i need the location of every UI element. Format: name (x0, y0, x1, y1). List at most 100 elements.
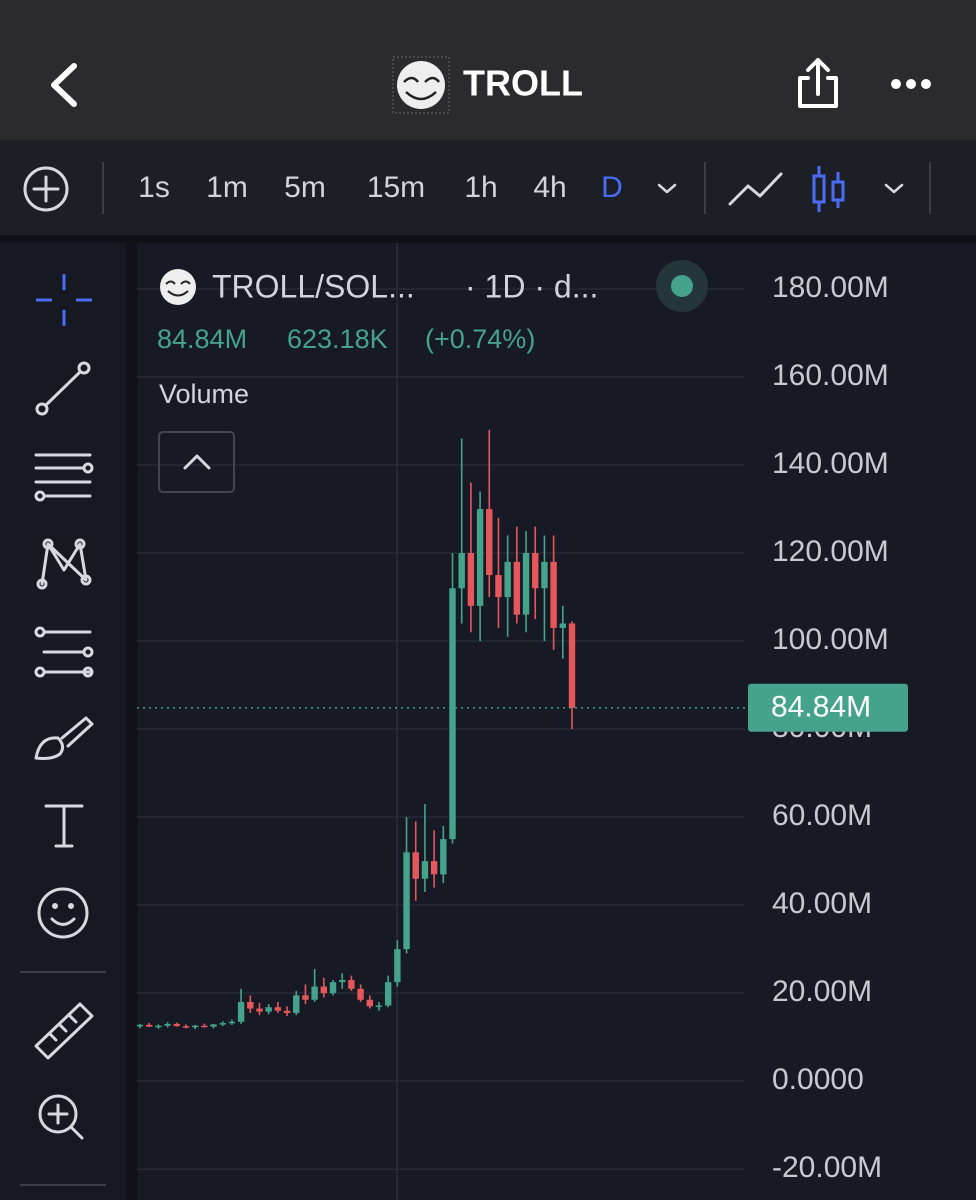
candle-body (256, 1008, 263, 1012)
candle-body (173, 1023, 180, 1027)
candle-body (210, 1024, 217, 1027)
price-axis: -20.00M0.000020.00M40.00M60.00M80.00M100… (137, 271, 908, 1184)
timeframe[interactable]: 1m (206, 171, 248, 204)
symbol: TROLL/SOL... (212, 268, 415, 304)
interval: · 1D · d... (465, 268, 598, 304)
candle-body (430, 861, 438, 875)
share-button[interactable] (798, 58, 838, 108)
line-chart-button[interactable] (728, 172, 783, 206)
candle-body (458, 553, 465, 589)
candle-body (274, 1007, 282, 1011)
candle-body (320, 986, 328, 994)
emoji-tool[interactable] (37, 887, 89, 939)
nav-bar (0, 0, 976, 140)
candle-body (145, 1024, 153, 1027)
last-price-label: 84.84M (771, 691, 871, 724)
status-dot (671, 275, 693, 297)
candle-body (559, 623, 567, 628)
brush-tool[interactable] (34, 716, 94, 760)
chart-type-dropdown[interactable] (884, 183, 904, 194)
more-button[interactable] (891, 79, 931, 89)
candle-body (403, 852, 410, 950)
candles (136, 429, 576, 1030)
candle-body (541, 561, 548, 589)
last-price-tag (748, 683, 908, 732)
timeframe[interactable]: 4h (533, 171, 566, 204)
candle-body (550, 561, 557, 628)
timeframe[interactable]: 1h (464, 171, 497, 204)
candle-body (182, 1026, 190, 1028)
y-tick-label: 160.00M (772, 359, 889, 392)
timeframe[interactable]: 5m (284, 171, 326, 204)
back-button[interactable] (51, 63, 77, 107)
change-percent: (+0.74%) (425, 324, 535, 354)
timeframe-dropdown[interactable] (657, 183, 677, 194)
candle-body (164, 1023, 171, 1026)
timeframes: 1s 1m 5m 15m 1h 4h D (138, 171, 623, 204)
candle-body (348, 979, 355, 989)
candle-body (532, 553, 539, 589)
candle-body (495, 575, 502, 598)
candle-body (486, 509, 493, 576)
candle-body (283, 1010, 291, 1013)
candle-body (265, 1007, 272, 1012)
candle-body (421, 861, 429, 879)
timeframe[interactable]: 15m (367, 171, 425, 204)
add-indicator-button[interactable] (23, 166, 69, 212)
candle-body (302, 995, 309, 1000)
zoom-tool[interactable] (38, 1094, 84, 1140)
indicator-label: Volume (159, 379, 249, 409)
candle-body (237, 1001, 245, 1022)
candle-body (311, 986, 318, 1000)
y-tick-label: 180.00M (772, 271, 889, 304)
candle-body (449, 588, 456, 840)
y-tick-label: 60.00M (772, 799, 872, 832)
text-tool[interactable] (44, 804, 84, 848)
y-tick-label: -20.00M (772, 1151, 882, 1184)
timeframe[interactable]: D (601, 171, 623, 204)
candle-body (191, 1025, 199, 1028)
y-tick-label: 40.00M (772, 887, 872, 920)
fib-tool[interactable] (34, 626, 94, 678)
trend-line-tool[interactable] (35, 361, 91, 416)
candle-body (339, 979, 346, 983)
ruler-tool[interactable] (34, 1002, 94, 1060)
collapse-button[interactable] (158, 431, 235, 493)
candle-body (228, 1021, 236, 1024)
y-tick-label: 100.00M (772, 623, 889, 656)
y-tick-label: 140.00M (772, 447, 889, 480)
candle-body (568, 623, 576, 708)
candle-body (136, 1024, 144, 1027)
candle-body (412, 852, 419, 879)
candle-body (366, 999, 373, 1007)
drawing-tools-panel (0, 243, 126, 1200)
y-tick-label: 120.00M (772, 535, 889, 568)
grid (137, 288, 745, 1170)
candle-body (504, 561, 511, 598)
candle-body (201, 1025, 208, 1028)
candle-body (375, 1005, 383, 1007)
candle-body (467, 553, 475, 606)
pattern-tool[interactable] (36, 538, 92, 590)
legend-icon (160, 269, 196, 305)
candle-body (384, 982, 392, 1006)
candle-body (440, 839, 447, 875)
candle-chart-button[interactable] (812, 166, 845, 212)
candle-body (293, 995, 300, 1013)
candle-body (476, 509, 484, 606)
crosshair-tool[interactable] (36, 274, 92, 326)
candle-body (394, 949, 401, 983)
candle-body (522, 553, 530, 615)
title: TROLL (463, 63, 583, 104)
candle-body (513, 561, 521, 615)
candle-body (329, 982, 337, 994)
token-icon (392, 56, 450, 114)
timeframe[interactable]: 1s (138, 171, 170, 204)
y-tick-label: 0.0000 (772, 1063, 864, 1096)
candle-body (155, 1025, 162, 1028)
horizontal-lines-tool[interactable] (34, 453, 94, 502)
candle-body (219, 1023, 226, 1025)
y-tick-label: 20.00M (772, 975, 872, 1008)
candle-body (357, 988, 364, 1000)
